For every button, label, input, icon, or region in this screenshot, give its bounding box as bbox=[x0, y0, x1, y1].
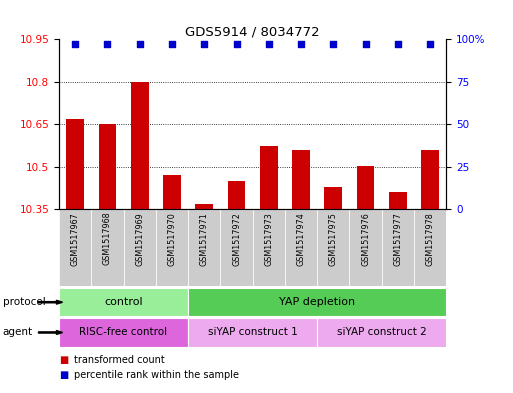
Bar bbox=[188, 318, 317, 347]
Text: GSM1517976: GSM1517976 bbox=[361, 212, 370, 266]
Text: control: control bbox=[104, 297, 143, 307]
Text: GSM1517968: GSM1517968 bbox=[103, 212, 112, 265]
Text: GSM1517977: GSM1517977 bbox=[393, 212, 402, 266]
Bar bbox=[349, 209, 382, 286]
Point bbox=[71, 41, 79, 48]
Text: GSM1517967: GSM1517967 bbox=[71, 212, 80, 266]
Point bbox=[103, 41, 111, 48]
Text: GSM1517971: GSM1517971 bbox=[200, 212, 209, 266]
Text: YAP depletion: YAP depletion bbox=[279, 297, 356, 307]
Bar bbox=[260, 146, 278, 209]
Bar bbox=[163, 175, 181, 209]
Text: GSM1517975: GSM1517975 bbox=[329, 212, 338, 266]
Text: GSM1517973: GSM1517973 bbox=[264, 212, 273, 266]
Bar bbox=[252, 209, 285, 286]
Text: ■: ■ bbox=[59, 354, 68, 365]
Point bbox=[200, 41, 208, 48]
Bar bbox=[421, 150, 439, 209]
Point bbox=[394, 41, 402, 48]
Bar bbox=[59, 209, 91, 286]
Bar bbox=[228, 181, 245, 209]
Text: GSM1517978: GSM1517978 bbox=[426, 212, 435, 266]
Bar bbox=[156, 209, 188, 286]
Bar bbox=[324, 187, 342, 209]
Bar bbox=[292, 150, 310, 209]
Text: protocol: protocol bbox=[3, 297, 45, 307]
Bar bbox=[188, 209, 221, 286]
Bar bbox=[285, 209, 317, 286]
Bar bbox=[357, 165, 374, 209]
Text: percentile rank within the sample: percentile rank within the sample bbox=[74, 370, 240, 380]
Bar bbox=[59, 288, 188, 316]
Point bbox=[362, 41, 370, 48]
Text: GSM1517974: GSM1517974 bbox=[297, 212, 306, 266]
Text: GSM1517969: GSM1517969 bbox=[135, 212, 144, 266]
Point bbox=[265, 41, 273, 48]
Bar bbox=[414, 209, 446, 286]
Bar bbox=[66, 119, 84, 209]
Point bbox=[297, 41, 305, 48]
Bar bbox=[124, 209, 156, 286]
Text: agent: agent bbox=[3, 327, 33, 338]
Bar bbox=[59, 318, 188, 347]
Title: GDS5914 / 8034772: GDS5914 / 8034772 bbox=[185, 25, 320, 38]
Text: siYAP construct 1: siYAP construct 1 bbox=[208, 327, 298, 338]
Point bbox=[168, 41, 176, 48]
Bar bbox=[382, 209, 414, 286]
Text: GSM1517972: GSM1517972 bbox=[232, 212, 241, 266]
Bar bbox=[317, 318, 446, 347]
Point bbox=[232, 41, 241, 48]
Text: siYAP construct 2: siYAP construct 2 bbox=[337, 327, 427, 338]
Bar bbox=[317, 209, 349, 286]
Text: RISC-free control: RISC-free control bbox=[80, 327, 168, 338]
Bar bbox=[389, 193, 407, 209]
Text: ■: ■ bbox=[59, 370, 68, 380]
Text: GSM1517970: GSM1517970 bbox=[167, 212, 176, 266]
Bar bbox=[221, 209, 252, 286]
Bar bbox=[91, 209, 124, 286]
Bar bbox=[131, 82, 149, 209]
Text: transformed count: transformed count bbox=[74, 354, 165, 365]
Point bbox=[426, 41, 435, 48]
Point bbox=[135, 41, 144, 48]
Bar bbox=[98, 124, 116, 209]
Point bbox=[329, 41, 338, 48]
Bar bbox=[188, 288, 446, 316]
Bar bbox=[195, 204, 213, 209]
